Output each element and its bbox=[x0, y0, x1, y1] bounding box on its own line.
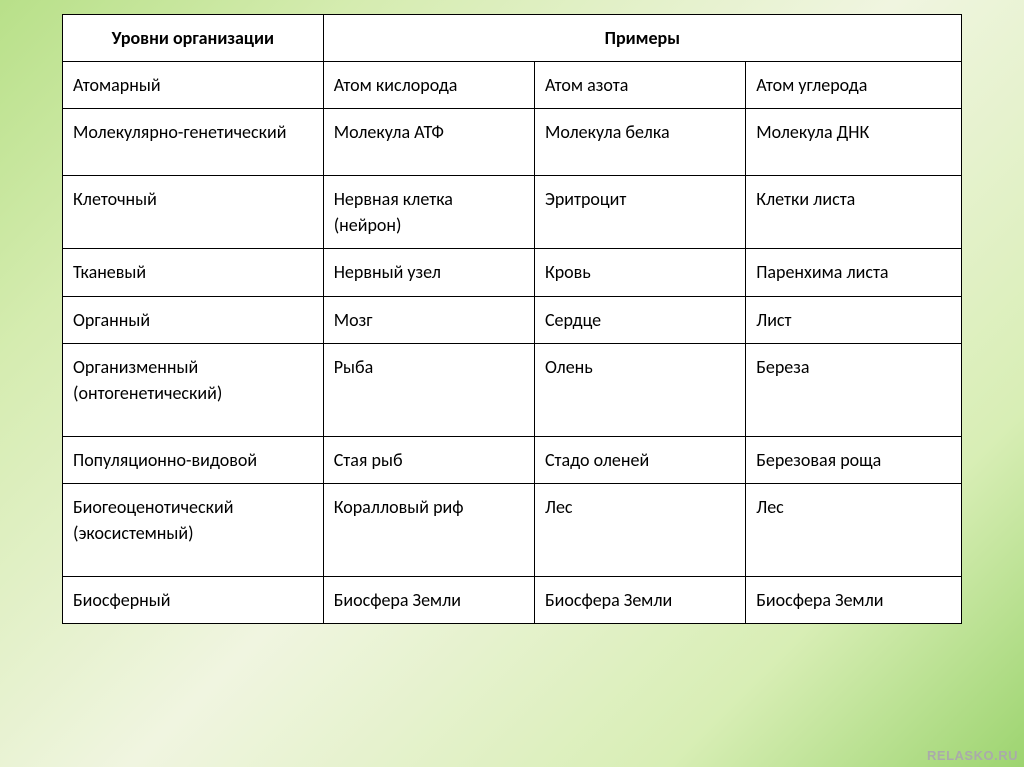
cell-example: Молекула АТФ bbox=[323, 109, 534, 176]
table-container: Уровни организации Примеры АтомарныйАтом… bbox=[62, 14, 962, 624]
table-row: ТканевыйНервный узелКровьПаренхима листа bbox=[63, 249, 962, 296]
table-header-row: Уровни организации Примеры bbox=[63, 15, 962, 62]
cell-example: Лес bbox=[746, 483, 962, 576]
cell-example: Биосфера Земли bbox=[746, 577, 962, 624]
cell-level: Популяционно-видовой bbox=[63, 436, 324, 483]
table-row: КлеточныйНервная клетка (нейрон)Эритроци… bbox=[63, 176, 962, 249]
cell-example: Нервный узел bbox=[323, 249, 534, 296]
cell-level: Органный bbox=[63, 296, 324, 343]
cell-example: Эритроцит bbox=[534, 176, 745, 249]
cell-example: Кровь bbox=[534, 249, 745, 296]
cell-level: Организменный (онтогенетический) bbox=[63, 343, 324, 436]
cell-level: Тканевый bbox=[63, 249, 324, 296]
cell-level: Атомарный bbox=[63, 62, 324, 109]
table-row: Молекулярно-генетическийМолекула АТФМоле… bbox=[63, 109, 962, 176]
watermark: RELASKO.RU bbox=[927, 748, 1018, 763]
cell-example: Береза bbox=[746, 343, 962, 436]
cell-example: Лес bbox=[534, 483, 745, 576]
cell-level: Молекулярно-генетический bbox=[63, 109, 324, 176]
cell-example: Биосфера Земли bbox=[323, 577, 534, 624]
cell-level: Биосферный bbox=[63, 577, 324, 624]
cell-example: Биосфера Земли bbox=[534, 577, 745, 624]
cell-example: Паренхима листа bbox=[746, 249, 962, 296]
cell-example: Молекула белка bbox=[534, 109, 745, 176]
table-row: ОрганныйМозгСердцеЛист bbox=[63, 296, 962, 343]
cell-example: Мозг bbox=[323, 296, 534, 343]
cell-example: Рыба bbox=[323, 343, 534, 436]
levels-table: Уровни организации Примеры АтомарныйАтом… bbox=[62, 14, 962, 624]
cell-example: Стадо оленей bbox=[534, 436, 745, 483]
table-row: Популяционно-видовойСтая рыбСтадо оленей… bbox=[63, 436, 962, 483]
cell-example: Атом кислорода bbox=[323, 62, 534, 109]
cell-level: Биогеоценотический (экосистемный) bbox=[63, 483, 324, 576]
cell-level: Клеточный bbox=[63, 176, 324, 249]
cell-example: Олень bbox=[534, 343, 745, 436]
table-row: Биогеоценотический (экосистемный)Коралло… bbox=[63, 483, 962, 576]
header-levels: Уровни организации bbox=[63, 15, 324, 62]
cell-example: Атом углерода bbox=[746, 62, 962, 109]
cell-example: Коралловый риф bbox=[323, 483, 534, 576]
cell-example: Березовая роща bbox=[746, 436, 962, 483]
table-row: Организменный (онтогенетический)РыбаОлен… bbox=[63, 343, 962, 436]
cell-example: Атом азота bbox=[534, 62, 745, 109]
cell-example: Клетки листа bbox=[746, 176, 962, 249]
cell-example: Лист bbox=[746, 296, 962, 343]
table-row: БиосферныйБиосфера ЗемлиБиосфера ЗемлиБи… bbox=[63, 577, 962, 624]
cell-example: Стая рыб bbox=[323, 436, 534, 483]
table-body: АтомарныйАтом кислородаАтом азотаАтом уг… bbox=[63, 62, 962, 624]
cell-example: Нервная клетка (нейрон) bbox=[323, 176, 534, 249]
header-examples: Примеры bbox=[323, 15, 961, 62]
cell-example: Молекула ДНК bbox=[746, 109, 962, 176]
table-row: АтомарныйАтом кислородаАтом азотаАтом уг… bbox=[63, 62, 962, 109]
cell-example: Сердце bbox=[534, 296, 745, 343]
